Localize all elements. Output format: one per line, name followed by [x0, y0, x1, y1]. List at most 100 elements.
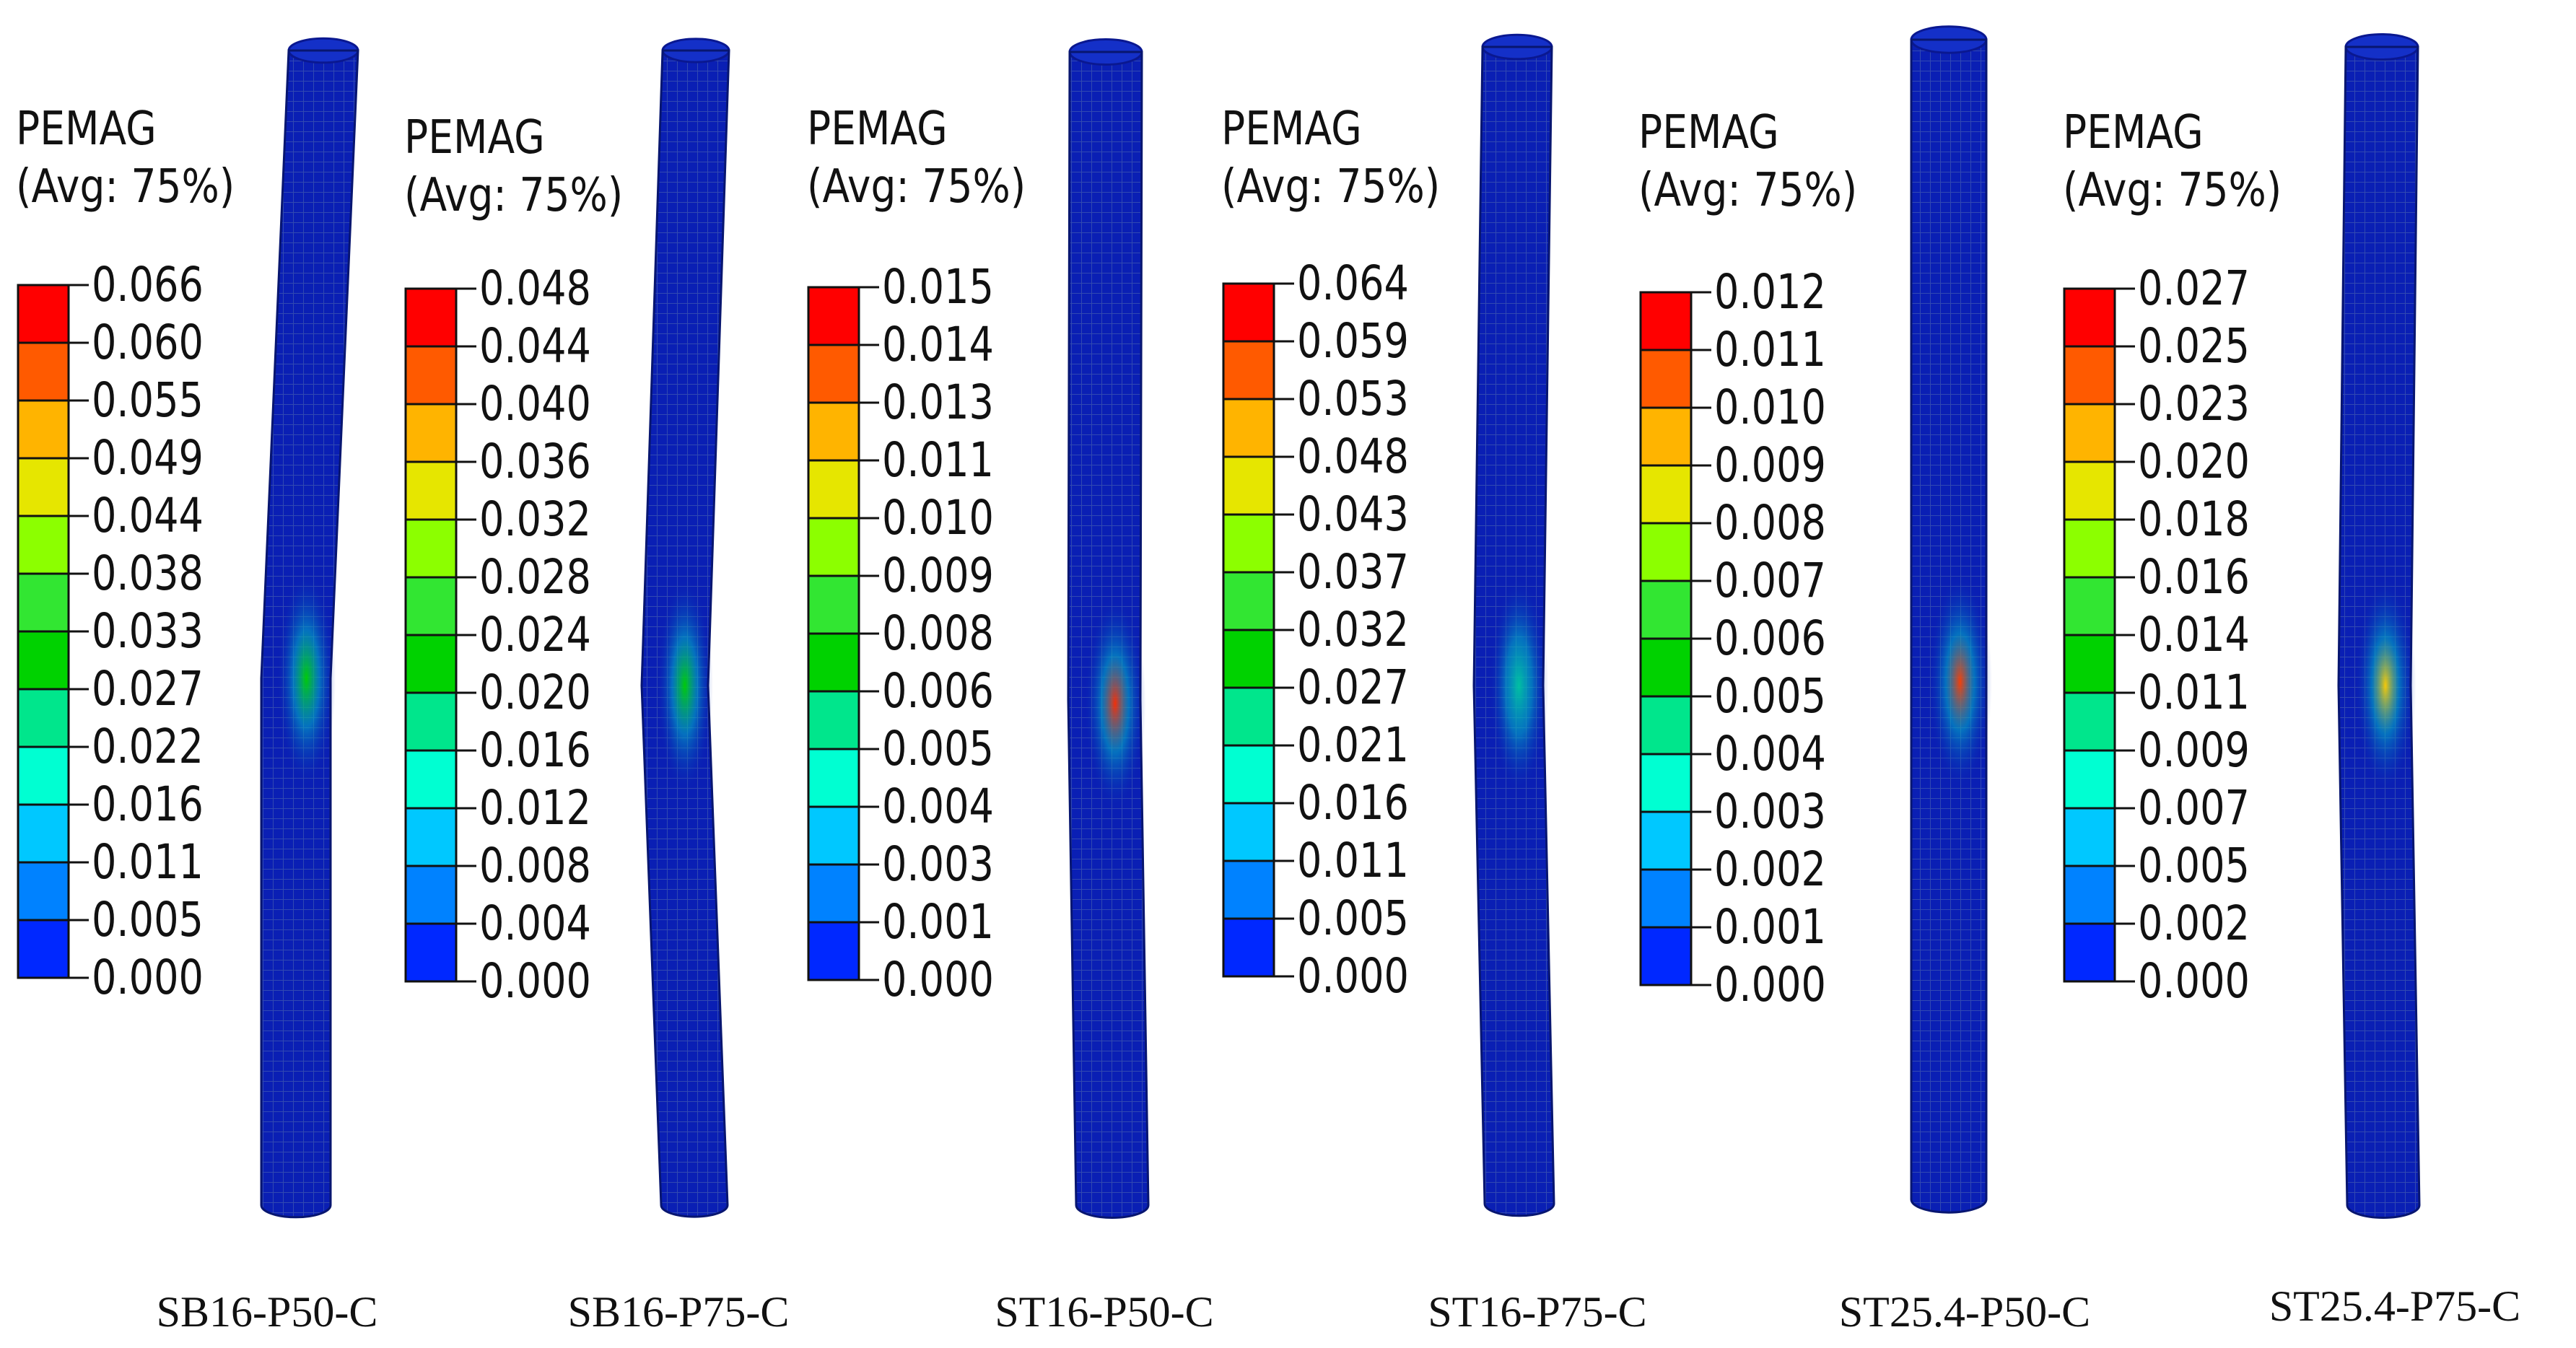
- legend-tick-label: 0.005: [1714, 668, 1826, 724]
- legend-swatch: [18, 401, 69, 458]
- legend-swatch: [406, 346, 456, 404]
- legend-swatch: [808, 922, 859, 980]
- legend-swatch: [1641, 870, 1691, 927]
- legend-swatch: [2064, 750, 2115, 808]
- legend-title-6: PEMAG: [2063, 106, 2204, 159]
- legend-tick-label: 0.024: [479, 607, 591, 662]
- legend-subtitle-1: (Avg: 75%): [16, 160, 235, 214]
- legend-swatch: [18, 285, 69, 343]
- legend-swatch: [1223, 341, 1274, 399]
- legend-swatch: [2064, 693, 2115, 750]
- legend-tick-label: 0.048: [479, 261, 591, 316]
- legend-tick-label: 0.038: [92, 546, 204, 601]
- legend-tick-label: 0.027: [92, 661, 204, 717]
- legend-swatch: [18, 747, 69, 805]
- legend-tick-label: 0.003: [882, 836, 994, 892]
- legend-swatch: [1641, 927, 1691, 985]
- legend-tick-label: 0.012: [479, 780, 591, 836]
- legend-swatch: [2064, 866, 2115, 924]
- legend-title-1: PEMAG: [16, 102, 157, 156]
- color-legend-5: [1639, 291, 1711, 986]
- legend-swatch: [1641, 465, 1691, 523]
- legend-swatch: [18, 689, 69, 747]
- legend-tick-label: 0.015: [882, 259, 994, 315]
- legend-swatch: [1641, 696, 1691, 754]
- legend-tick-label: 0.023: [2138, 376, 2250, 432]
- legend-swatch: [1223, 399, 1274, 457]
- color-legend-4: [1222, 282, 1294, 978]
- legend-title-3: PEMAG: [807, 102, 948, 156]
- legend-tick-label: 0.002: [1714, 841, 1826, 897]
- legend-tick-label: 0.001: [1714, 899, 1826, 955]
- legend-title-2: PEMAG: [404, 111, 545, 165]
- legend-swatch: [1223, 515, 1274, 572]
- legend-swatch: [808, 460, 859, 518]
- legend-tick-label: 0.005: [2138, 838, 2250, 893]
- legend-swatch: [808, 287, 859, 345]
- legend-tick-label: 0.037: [1297, 544, 1409, 600]
- legend-swatch: [406, 289, 456, 346]
- legend-swatch: [2064, 577, 2115, 635]
- legend-swatch: [1641, 523, 1691, 581]
- legend-swatch: [406, 462, 456, 520]
- legend-tick-label: 0.004: [882, 779, 994, 834]
- legend-tick-label: 0.000: [882, 952, 994, 1007]
- legend-swatch: [406, 924, 456, 981]
- legend-swatch: [808, 807, 859, 865]
- legend-tick-label: 0.004: [1714, 726, 1826, 782]
- legend-swatch: [18, 805, 69, 862]
- legend-swatch: [1223, 861, 1274, 919]
- legend-tick-label: 0.011: [882, 432, 994, 488]
- legend-subtitle-6: (Avg: 75%): [2063, 164, 2282, 217]
- legend-tick-label: 0.059: [1297, 313, 1409, 369]
- legend-tick-label: 0.016: [2138, 549, 2250, 605]
- legend-tick-label: 0.018: [2138, 491, 2250, 547]
- legend-swatch: [18, 458, 69, 516]
- legend-swatch: [2064, 635, 2115, 693]
- strain-hotspot-6: [2354, 577, 2416, 794]
- legend-swatch: [406, 404, 456, 462]
- legend-swatch: [2064, 289, 2115, 346]
- legend-subtitle-2: (Avg: 75%): [404, 169, 624, 222]
- legend-swatch: [808, 403, 859, 460]
- legend-swatch: [18, 920, 69, 978]
- legend-swatch: [808, 518, 859, 576]
- legend-tick-label: 0.009: [2138, 722, 2250, 778]
- legend-tick-label: 0.033: [92, 603, 204, 659]
- legend-tick-label: 0.000: [2138, 953, 2250, 1009]
- legend-tick-label: 0.007: [1714, 553, 1826, 608]
- legend-swatch: [1223, 457, 1274, 515]
- legend-tick-label: 0.002: [2138, 896, 2250, 951]
- legend-swatch: [18, 631, 69, 689]
- legend-tick-label: 0.043: [1297, 486, 1409, 542]
- legend-swatch: [406, 577, 456, 635]
- legend-swatch: [406, 635, 456, 693]
- legend-tick-label: 0.001: [882, 894, 994, 950]
- legend-tick-label: 0.020: [2138, 434, 2250, 489]
- legend-tick-label: 0.007: [2138, 780, 2250, 836]
- legend-subtitle-5: (Avg: 75%): [1638, 164, 1858, 217]
- legend-swatch: [1641, 292, 1691, 350]
- legend-tick-label: 0.066: [92, 257, 204, 312]
- legend-tick-label: 0.064: [1297, 255, 1409, 311]
- legend-tick-label: 0.020: [479, 665, 591, 720]
- legend-tick-label: 0.021: [1297, 717, 1409, 773]
- legend-subtitle-4: (Avg: 75%): [1221, 160, 1441, 214]
- legend-swatch: [1641, 639, 1691, 696]
- legend-swatch: [1641, 581, 1691, 639]
- panel-caption-1: SB16-P50-C: [156, 1288, 378, 1336]
- legend-swatch: [406, 693, 456, 750]
- legend-swatch: [1641, 812, 1691, 870]
- legend-swatch: [406, 750, 456, 808]
- legend-tick-label: 0.009: [1714, 437, 1826, 493]
- legend-swatch: [1223, 688, 1274, 745]
- legend-tick-label: 0.011: [92, 834, 204, 890]
- legend-tick-label: 0.036: [479, 434, 591, 489]
- legend-tick-label: 0.004: [479, 896, 591, 951]
- legend-tick-label: 0.010: [1714, 380, 1826, 435]
- legend-tick-label: 0.028: [479, 549, 591, 605]
- legend-tick-label: 0.022: [92, 719, 204, 774]
- legend-swatch: [18, 574, 69, 631]
